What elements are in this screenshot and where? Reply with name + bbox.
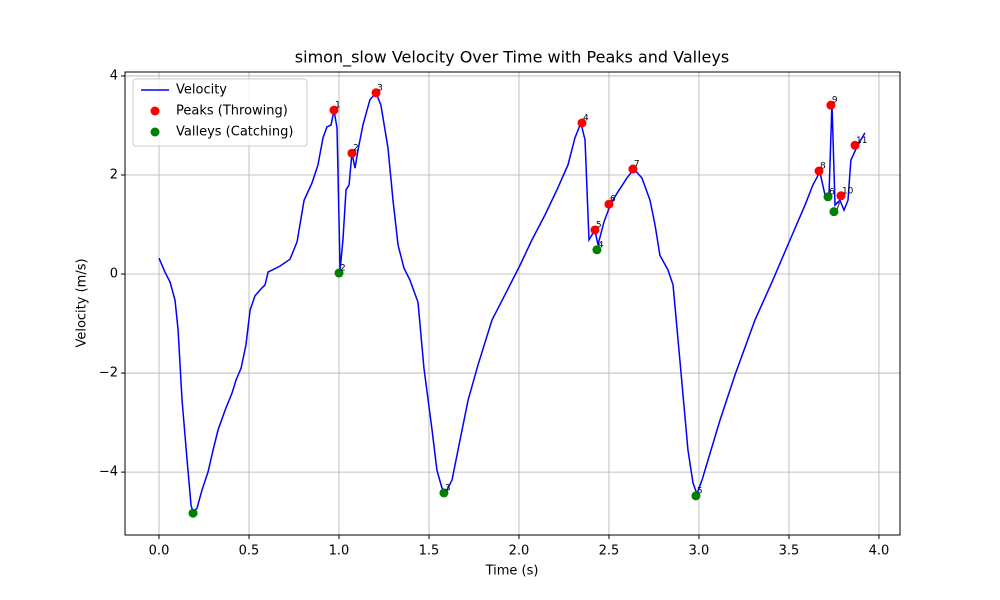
point-label: 11 <box>856 136 867 146</box>
point <box>691 491 701 501</box>
legend-label: Peaks (Throwing) <box>176 104 288 119</box>
x-axis-label: Time (s) <box>485 564 539 579</box>
point <box>592 245 602 255</box>
point-label: 3 <box>445 483 451 493</box>
point-label: 2 <box>353 144 359 154</box>
point <box>836 191 846 201</box>
legend-swatch <box>150 127 160 137</box>
point-label: 6 <box>610 195 616 205</box>
y-tick-label: −2 <box>99 366 118 381</box>
legend-label: Velocity <box>176 83 227 98</box>
point-label: 5 <box>596 220 602 230</box>
point-label: 4 <box>583 114 589 124</box>
point-label: 8 <box>820 162 826 172</box>
point-label: 4 <box>598 240 604 250</box>
plot-frame <box>124 71 901 536</box>
point <box>829 207 839 217</box>
y-tick-label: 0 <box>110 267 118 282</box>
point-label: 5 <box>697 486 703 496</box>
point <box>814 166 824 176</box>
x-tick-label: 0.5 <box>239 544 260 559</box>
point <box>577 118 587 128</box>
point <box>439 488 449 498</box>
y-tick-label: −4 <box>99 465 118 480</box>
x-tick-label: 1.5 <box>419 544 440 559</box>
point <box>628 164 638 174</box>
point <box>334 268 344 278</box>
point-label: 9 <box>832 96 838 106</box>
point-label: 6 <box>829 187 835 197</box>
x-tick-label: 3.5 <box>779 544 800 559</box>
x-tick-label: 3.0 <box>689 544 710 559</box>
point <box>850 140 860 150</box>
y-axis-label: Velocity (m/s) <box>75 258 90 347</box>
point-label: 2 <box>340 264 346 274</box>
point-label: 7 <box>634 160 640 170</box>
point <box>188 508 198 518</box>
legend-swatch <box>150 106 160 116</box>
chart-title: simon_slow Velocity Over Time with Peaks… <box>295 48 729 68</box>
point <box>826 100 836 110</box>
y-tick-label: 4 <box>110 68 118 83</box>
point <box>329 105 339 115</box>
legend-label: Valleys (Catching) <box>176 125 293 140</box>
point-label: 7 <box>835 202 841 212</box>
y-tick-label: 2 <box>110 167 118 182</box>
point-label: 1 <box>335 101 341 111</box>
x-tick-label: 2.5 <box>599 544 620 559</box>
x-tick-label: 1.0 <box>329 544 350 559</box>
point <box>371 88 381 98</box>
x-tick-label: 4.0 <box>869 544 890 559</box>
point <box>604 199 614 209</box>
point <box>590 225 600 235</box>
point-label: 10 <box>842 186 854 196</box>
x-tick-label: 2.0 <box>509 544 530 559</box>
point <box>823 192 833 202</box>
velocity-line <box>158 91 866 514</box>
point-label: 3 <box>377 83 383 93</box>
legend-box <box>132 78 308 147</box>
point <box>347 148 357 158</box>
x-tick-label: 0.0 <box>149 544 170 559</box>
